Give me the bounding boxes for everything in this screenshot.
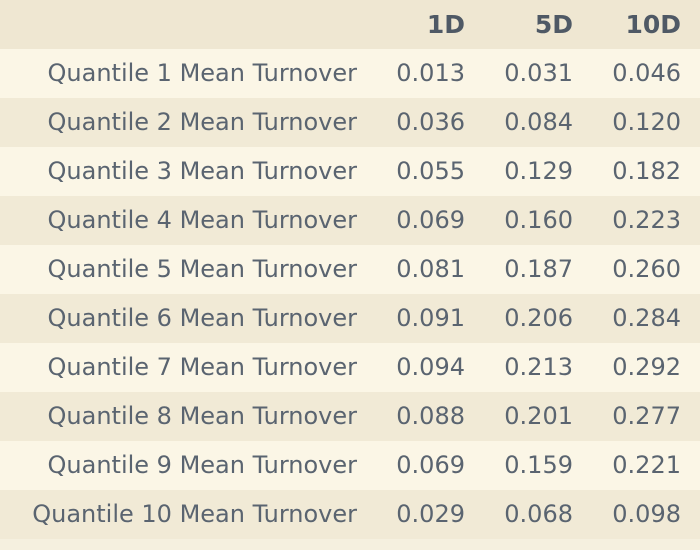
column-header-5d: 5D [534, 10, 573, 39]
value-5d: 0.159 [504, 451, 573, 479]
value-10d: 0.223 [612, 206, 681, 234]
value-5d: 0.213 [504, 353, 573, 381]
value-10d: 0.120 [612, 108, 681, 136]
table-row: Quantile 4 Mean Turnover 0.069 0.160 0.2… [0, 196, 700, 245]
row-label: Quantile 6 Mean Turnover [47, 304, 357, 332]
table-row: Quantile 10 Mean Turnover 0.029 0.068 0.… [0, 490, 700, 539]
row-label: Quantile 7 Mean Turnover [47, 353, 357, 381]
value-5d: 0.129 [504, 157, 573, 185]
value-10d: 0.182 [612, 157, 681, 185]
value-1d: 0.069 [396, 451, 465, 479]
value-10d: 0.221 [612, 451, 681, 479]
value-1d: 0.055 [396, 157, 465, 185]
column-header-10d: 10D [625, 10, 681, 39]
value-1d: 0.094 [396, 353, 465, 381]
table-header: 1D 5D 10D [0, 0, 700, 49]
value-10d: 0.292 [612, 353, 681, 381]
value-10d: 0.098 [612, 500, 681, 528]
value-5d: 0.031 [504, 59, 573, 87]
table-row: Quantile 6 Mean Turnover 0.091 0.206 0.2… [0, 294, 700, 343]
value-5d: 0.187 [504, 255, 573, 283]
value-1d: 0.091 [396, 304, 465, 332]
value-10d: 0.277 [612, 402, 681, 430]
row-label: Quantile 8 Mean Turnover [47, 402, 357, 430]
value-5d: 0.160 [504, 206, 573, 234]
row-label: Quantile 10 Mean Turnover [32, 500, 357, 528]
column-header-1d: 1D [426, 10, 465, 39]
value-1d: 0.013 [396, 59, 465, 87]
table-row: Quantile 9 Mean Turnover 0.069 0.159 0.2… [0, 441, 700, 490]
value-5d: 0.068 [504, 500, 573, 528]
row-label: Quantile 9 Mean Turnover [47, 451, 357, 479]
row-label: Quantile 1 Mean Turnover [47, 59, 357, 87]
row-label: Quantile 5 Mean Turnover [47, 255, 357, 283]
row-label: Quantile 2 Mean Turnover [47, 108, 357, 136]
table-row: Quantile 8 Mean Turnover 0.088 0.201 0.2… [0, 392, 700, 441]
table-row: Quantile 3 Mean Turnover 0.055 0.129 0.1… [0, 147, 700, 196]
row-label: Quantile 3 Mean Turnover [47, 157, 357, 185]
value-10d: 0.284 [612, 304, 681, 332]
value-5d: 0.206 [504, 304, 573, 332]
value-10d: 0.260 [612, 255, 681, 283]
value-1d: 0.069 [396, 206, 465, 234]
table-row: Quantile 7 Mean Turnover 0.094 0.213 0.2… [0, 343, 700, 392]
value-5d: 0.084 [504, 108, 573, 136]
value-1d: 0.081 [396, 255, 465, 283]
value-10d: 0.046 [612, 59, 681, 87]
table-row: Quantile 1 Mean Turnover 0.013 0.031 0.0… [0, 49, 700, 98]
table-row: Quantile 2 Mean Turnover 0.036 0.084 0.1… [0, 98, 700, 147]
header-index-cell [0, 0, 357, 49]
row-label: Quantile 4 Mean Turnover [47, 206, 357, 234]
table-row: Quantile 5 Mean Turnover 0.081 0.187 0.2… [0, 245, 700, 294]
value-1d: 0.088 [396, 402, 465, 430]
value-1d: 0.029 [396, 500, 465, 528]
value-5d: 0.201 [504, 402, 573, 430]
value-1d: 0.036 [396, 108, 465, 136]
